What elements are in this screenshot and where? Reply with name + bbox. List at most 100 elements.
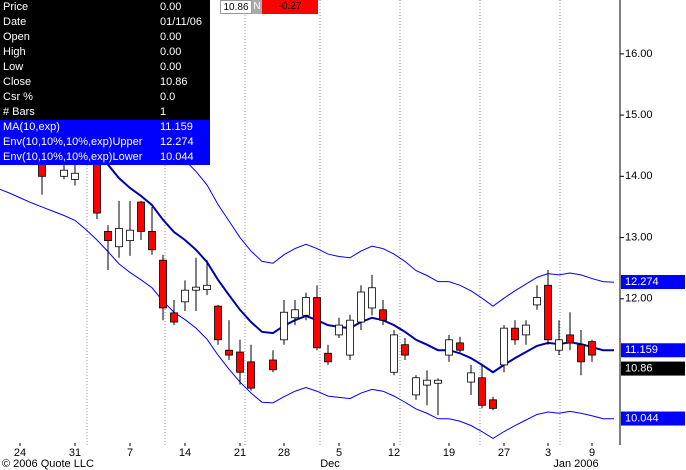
candle-body — [489, 399, 497, 409]
x-tick-label: 24 — [14, 447, 26, 459]
x-tick-label: 3 — [545, 447, 551, 459]
candle-body — [445, 339, 453, 356]
legend-value: 10.044 — [160, 151, 194, 163]
candle-body — [423, 379, 431, 386]
month-label: Dec — [320, 458, 340, 470]
legend-row: Env(10,10%,10%,exp)Upper 12.274 — [0, 135, 210, 150]
footer: © 2006 Quote LLC — [2, 458, 94, 470]
info-row: Low 0.00 — [0, 60, 210, 75]
info-label: Date — [3, 16, 27, 28]
info-label: Open — [3, 31, 30, 43]
x-tick-label: 14 — [179, 447, 191, 459]
x-tick-label: 12 — [388, 447, 400, 459]
candle-body — [412, 377, 420, 396]
candle-body — [137, 201, 145, 232]
info-row: Date 01/11/06 — [0, 15, 210, 30]
info-label: Low — [3, 61, 24, 73]
series-last-label: 12.274 — [625, 276, 659, 288]
legend-label: MA(10,exp) — [3, 121, 60, 133]
info-row: Csr % 0.0 — [0, 90, 210, 105]
candle-body — [247, 361, 255, 389]
candle-body — [280, 311, 288, 341]
series-last-box — [621, 343, 685, 358]
quote-last: 10.86 — [220, 0, 252, 14]
candle-body — [291, 309, 299, 319]
series-last-label: 10.044 — [625, 412, 659, 424]
candle-body — [335, 324, 343, 336]
legend-label: Env(10,10%,10%,exp)Lower — [3, 151, 143, 163]
candle-body — [434, 379, 442, 384]
info-value: 0.0 — [160, 91, 176, 103]
legend-value: 12.274 — [160, 136, 194, 148]
candle-body — [313, 297, 321, 349]
candle-body — [203, 284, 211, 290]
candle-body — [71, 172, 79, 180]
legend-row: Env(10,10%,10%,exp)Lower 10.044 — [0, 150, 210, 165]
candle-body — [302, 297, 310, 316]
candle-body — [456, 342, 464, 351]
candle-body — [500, 327, 508, 366]
candle-body — [478, 377, 486, 406]
x-tick-label: 27 — [498, 447, 510, 459]
candle-body — [467, 372, 475, 383]
legend-label: Env(10,10%,10%,exp)Upper — [3, 136, 143, 148]
candle-body — [511, 327, 519, 341]
series-last-label: 11.159 — [625, 344, 658, 356]
info-value: 10.86 — [160, 76, 188, 88]
candle-body — [368, 287, 376, 309]
candle-body — [159, 259, 167, 309]
candle-body — [577, 344, 585, 363]
info-row: Open 0.00 — [0, 30, 210, 45]
info-label: High — [3, 46, 26, 58]
info-panel: Price 0.00 Date 01/11/06 Open 0.00 High 0.00 Low… — [0, 0, 210, 120]
info-label: Price — [3, 1, 29, 13]
close-last-box — [621, 361, 685, 376]
info-value: 0.00 — [160, 1, 182, 13]
quote-change: -0.27 — [262, 0, 318, 14]
info-value: 1 — [160, 106, 167, 118]
candle-body — [126, 229, 134, 242]
y-tick-label: 14.00 — [625, 170, 653, 182]
info-label: Close — [3, 76, 32, 88]
info-row: High 0.00 — [0, 45, 210, 60]
x-tick-label: 31 — [69, 447, 81, 459]
series-last-box — [621, 275, 685, 289]
candle-body — [566, 334, 574, 344]
candle-body — [170, 312, 178, 323]
legend-value: 11.159 — [160, 121, 193, 133]
candle-body — [38, 163, 46, 177]
candle-body — [192, 286, 200, 291]
candle-body — [401, 344, 409, 356]
candle-body — [390, 334, 398, 373]
candle-body — [379, 309, 387, 321]
candle-body — [225, 349, 233, 356]
candle-body — [148, 231, 156, 251]
candle-body — [588, 341, 596, 356]
candle-body — [544, 284, 552, 341]
legend-row: MA(10,exp) 11.159 — [0, 120, 210, 135]
close-last-label: 10.86 — [625, 362, 653, 374]
candle-body — [533, 297, 541, 306]
candle-body — [115, 227, 123, 248]
x-tick-label: 9 — [589, 447, 595, 459]
y-tick-label: 13.00 — [625, 231, 653, 243]
x-tick-label: 5 — [336, 447, 342, 459]
x-tick-label: 7 — [127, 447, 133, 459]
candle-body — [346, 319, 354, 356]
info-row: Close 10.86 — [0, 75, 210, 90]
info-value: 01/11/06 — [160, 16, 203, 28]
candle-body — [522, 324, 530, 336]
x-tick-label: 21 — [234, 447, 246, 459]
y-tick-label: 16.00 — [625, 48, 653, 60]
info-value: 0.00 — [160, 61, 182, 73]
candle-body — [324, 352, 332, 363]
info-value: 0.00 — [160, 31, 182, 43]
candle-body — [236, 351, 244, 373]
y-tick-label: 15.00 — [625, 109, 653, 121]
info-label: # Bars — [3, 106, 35, 118]
month-label: Jan 2006 — [553, 458, 598, 470]
candle-body — [104, 231, 112, 242]
quote-flag: N — [252, 0, 262, 14]
